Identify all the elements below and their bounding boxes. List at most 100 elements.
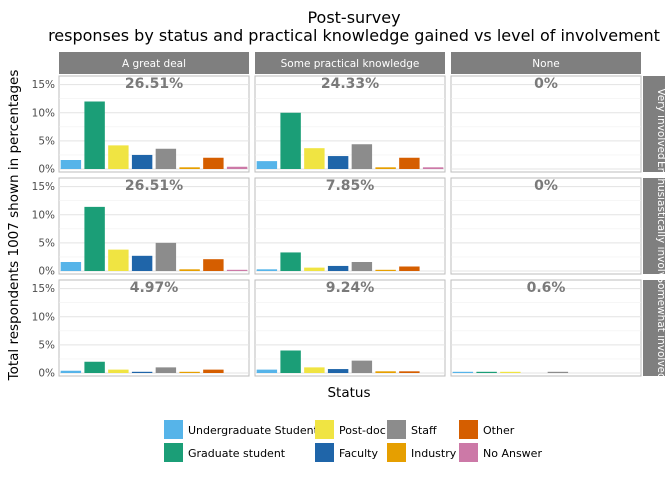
bar bbox=[108, 369, 129, 373]
panel-total-label: 0.6% bbox=[527, 280, 566, 296]
bar bbox=[476, 371, 497, 373]
legend: Undergraduate Student Graduate student Pos… bbox=[164, 420, 542, 462]
row-strip: Somewhat involved bbox=[643, 276, 667, 380]
bar bbox=[131, 154, 153, 169]
y-tick-label: 0% bbox=[38, 164, 55, 176]
y-tick-label: 0% bbox=[38, 266, 55, 278]
row-strip-label: Somewhat involved bbox=[655, 276, 667, 379]
column-strip-label: Some practical knowledge bbox=[281, 58, 420, 70]
row-strip-label: Very involved bbox=[655, 88, 667, 159]
column-strip-bg bbox=[59, 52, 249, 74]
bar bbox=[327, 156, 349, 169]
bar bbox=[108, 249, 129, 271]
bar bbox=[203, 157, 224, 169]
legend-label: No Answer bbox=[483, 447, 542, 460]
bar bbox=[422, 167, 444, 169]
legend-item: Post-doc bbox=[315, 420, 386, 439]
bar bbox=[155, 148, 177, 169]
legend-swatch bbox=[164, 443, 183, 462]
column-strip-bg bbox=[451, 52, 641, 74]
column-strip-bg bbox=[255, 52, 445, 74]
legend-item: Undergraduate Student bbox=[164, 420, 319, 439]
bar bbox=[84, 361, 105, 373]
legend-swatch bbox=[315, 420, 334, 439]
y-tick-label: 5% bbox=[38, 339, 55, 351]
facet-panel: 0% bbox=[450, 75, 642, 173]
y-tick-label: 10% bbox=[32, 209, 55, 221]
bar bbox=[131, 255, 153, 271]
legend-label: Post-doc bbox=[339, 424, 386, 437]
bar bbox=[399, 157, 420, 169]
bar bbox=[203, 259, 224, 271]
legend-item: Graduate student bbox=[164, 443, 286, 462]
column-strip: A great deal bbox=[59, 52, 249, 74]
legend-swatch bbox=[387, 420, 406, 439]
y-tick-label: 5% bbox=[38, 135, 55, 147]
bar bbox=[500, 371, 521, 373]
legend-item: Other bbox=[459, 420, 515, 439]
facet-panel: 26.51% 0% 5% 10% 15% bbox=[32, 75, 250, 176]
panel-total-label: 0% bbox=[534, 178, 558, 194]
facet-panel: 26.51% 0% 5% 10% 15% bbox=[32, 177, 250, 278]
row-strip-bg bbox=[643, 280, 665, 376]
bar bbox=[226, 166, 248, 169]
bar bbox=[256, 161, 278, 169]
facet-panel: 0.6% bbox=[450, 279, 642, 377]
bar bbox=[84, 101, 105, 169]
y-tick-label: 0% bbox=[38, 368, 55, 380]
bar bbox=[280, 350, 301, 373]
row-strip-bg bbox=[643, 178, 665, 274]
bar bbox=[226, 269, 248, 271]
column-strip-label: None bbox=[532, 58, 559, 70]
facet-panel: 7.85% bbox=[254, 177, 446, 275]
legend-swatch bbox=[459, 443, 478, 462]
bar bbox=[155, 367, 177, 373]
bar bbox=[399, 371, 420, 373]
panel-total-label: 26.51% bbox=[125, 76, 183, 92]
bar bbox=[203, 369, 224, 373]
x-axis-title: Status bbox=[327, 385, 370, 401]
panel-background bbox=[450, 177, 642, 275]
panel-total-label: 24.33% bbox=[321, 76, 379, 92]
bar bbox=[131, 371, 153, 373]
bar bbox=[351, 262, 373, 271]
bar bbox=[351, 144, 373, 169]
bar bbox=[256, 369, 278, 373]
legend-label: Undergraduate Student bbox=[188, 424, 319, 437]
legend-swatch bbox=[387, 443, 406, 462]
bar bbox=[547, 371, 569, 373]
row-strip: Very involved bbox=[643, 76, 667, 172]
y-tick-label: 10% bbox=[32, 311, 55, 323]
panel-total-label: 26.51% bbox=[125, 178, 183, 194]
bar bbox=[108, 145, 129, 169]
y-tick-label: 10% bbox=[32, 107, 55, 119]
bar bbox=[179, 269, 200, 271]
bar bbox=[179, 371, 200, 373]
bar bbox=[375, 167, 396, 169]
panel-background bbox=[450, 279, 642, 377]
panel-background bbox=[58, 279, 250, 377]
bar bbox=[375, 269, 396, 271]
legend-swatch bbox=[164, 420, 183, 439]
legend-label: Staff bbox=[411, 424, 437, 437]
bar bbox=[179, 167, 200, 169]
bar bbox=[327, 369, 349, 373]
chart-title: Post-survey bbox=[307, 8, 400, 27]
legend-swatch bbox=[315, 443, 334, 462]
bar bbox=[256, 269, 278, 271]
row-strip-label: Enthusiastically involved bbox=[655, 161, 667, 291]
bar bbox=[60, 370, 82, 373]
bar bbox=[327, 265, 349, 271]
legend-item: Staff bbox=[387, 420, 437, 439]
y-tick-label: 15% bbox=[32, 79, 55, 91]
panel-total-label: 9.24% bbox=[326, 280, 375, 296]
y-tick-label: 15% bbox=[32, 283, 55, 295]
bar bbox=[351, 360, 373, 373]
bar bbox=[452, 371, 474, 373]
panel-background bbox=[450, 75, 642, 173]
legend-item: Faculty bbox=[315, 443, 378, 462]
panels-layer: A great deal Some practical knowledge None… bbox=[32, 52, 667, 380]
legend-label: Graduate student bbox=[188, 447, 286, 460]
column-strip: None bbox=[451, 52, 641, 74]
